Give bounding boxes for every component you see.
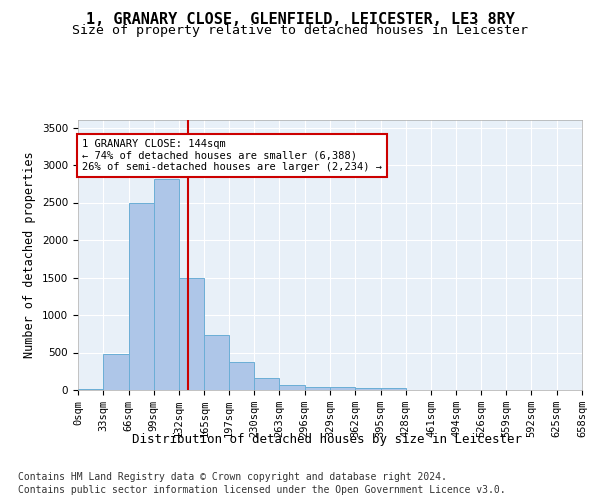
Bar (355, 388, 380, 390)
Bar (128, 202, 154, 390)
Text: Contains public sector information licensed under the Open Government Licence v3: Contains public sector information licen… (18, 485, 506, 495)
Bar (380, 388, 406, 390)
Bar (78, 388, 103, 390)
Bar (254, 378, 280, 390)
Text: Size of property relative to detached houses in Leicester: Size of property relative to detached ho… (72, 24, 528, 37)
Text: Distribution of detached houses by size in Leicester: Distribution of detached houses by size … (132, 432, 522, 446)
Bar (330, 386, 355, 390)
Text: 1, GRANARY CLOSE, GLENFIELD, LEICESTER, LE3 8RY: 1, GRANARY CLOSE, GLENFIELD, LEICESTER, … (86, 12, 514, 28)
Bar (103, 354, 128, 390)
Bar (205, 334, 229, 390)
Bar (154, 178, 179, 390)
Bar (305, 386, 330, 390)
Text: Contains HM Land Registry data © Crown copyright and database right 2024.: Contains HM Land Registry data © Crown c… (18, 472, 447, 482)
Bar (229, 362, 254, 390)
Y-axis label: Number of detached properties: Number of detached properties (23, 152, 37, 358)
Bar (179, 278, 205, 390)
Text: 1 GRANARY CLOSE: 144sqm
← 74% of detached houses are smaller (6,388)
26% of semi: 1 GRANARY CLOSE: 144sqm ← 74% of detache… (82, 138, 382, 172)
Bar (280, 385, 305, 390)
